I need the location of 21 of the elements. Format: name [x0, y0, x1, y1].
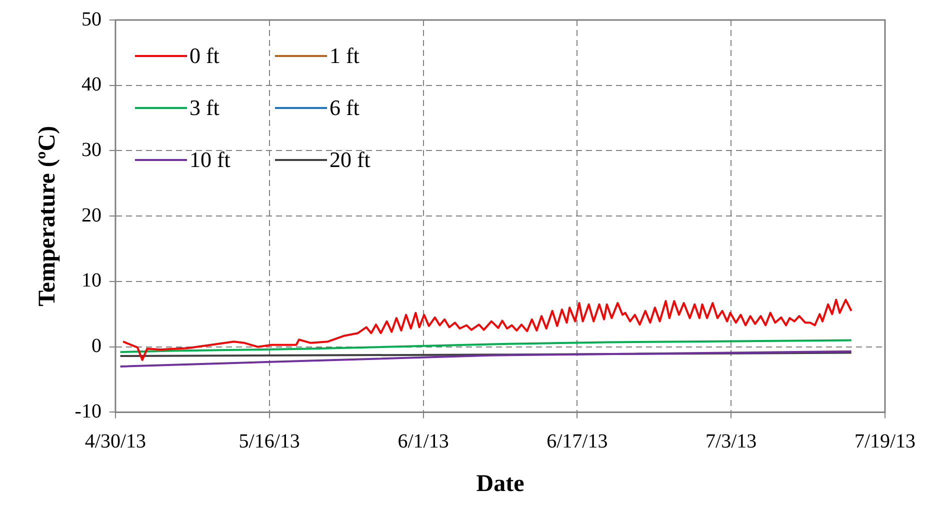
- legend-label: 6 ft: [329, 95, 360, 121]
- y-axis-title: Temperature (ºC): [34, 126, 61, 306]
- x-tick-label: 5/16/13: [238, 430, 300, 452]
- legend-label: 1 ft: [329, 43, 360, 69]
- y-tick-label: 30: [81, 138, 102, 161]
- x-tick-label: 6/1/13: [398, 430, 449, 452]
- y-tick-label: 20: [81, 204, 102, 226]
- legend-label: 0 ft: [189, 43, 220, 69]
- x-tick-label: 4/30/13: [84, 430, 146, 452]
- y-tick-label: -10: [74, 400, 102, 422]
- legend-label: 3 ft: [189, 95, 220, 121]
- y-tick-label: 10: [81, 270, 102, 292]
- legend-label: 20 ft: [329, 147, 370, 173]
- y-tick-label: 0: [91, 335, 102, 358]
- x-tick-label: 7/3/13: [706, 430, 757, 452]
- x-tick-label: 7/19/13: [854, 430, 916, 452]
- x-axis-title: Date: [476, 470, 525, 497]
- x-tick-label: 6/17/13: [546, 430, 608, 452]
- y-tick-label: 50: [81, 8, 102, 30]
- y-tick-label: 40: [81, 74, 102, 96]
- legend-label: 10 ft: [189, 147, 230, 173]
